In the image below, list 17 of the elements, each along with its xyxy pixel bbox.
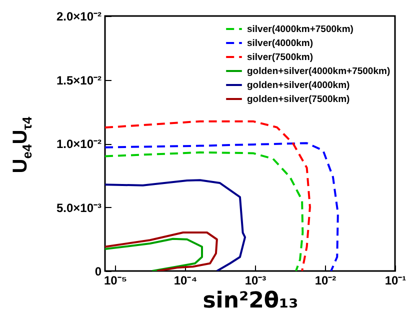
x-tick-label: 10⁻² [314,274,336,288]
legend-label: silver(7500km) [247,52,314,63]
y-tick-label: 2.0×10⁻² [56,10,102,24]
x-tick-label: 10⁻¹ [384,274,406,288]
y-tick-label: 1.5×10⁻² [56,73,102,88]
legend-label: golden+silver(7500km) [247,94,350,105]
x-axis-title: sin²2θ₁₃ [202,288,298,314]
x-tick-label: 10⁻⁵ [104,274,127,288]
x-tick-label: 10⁻⁴ [174,274,198,288]
legend-label: silver(4000km+7500km) [247,24,354,35]
y-tick-label: 0 [94,264,102,278]
legend-label: golden+silver(4000km) [247,80,350,91]
y-tick-label: 1.0×10⁻² [56,137,102,151]
x-tick-label: 10⁻³ [244,274,266,288]
legend-label: golden+silver(4000km+7500km) [247,66,390,77]
legend-label: silver(4000km) [247,38,314,49]
y-tick-label: 5.0×10⁻³ [56,200,102,215]
